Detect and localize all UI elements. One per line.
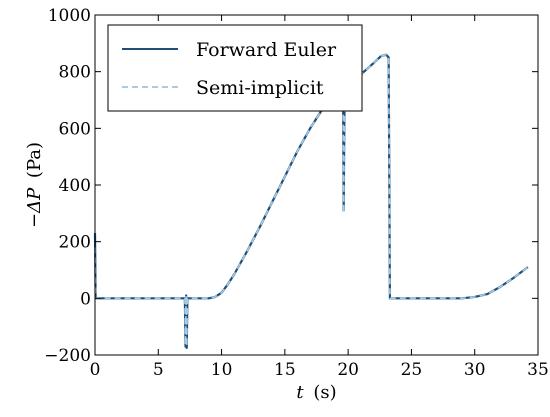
x-tick-label: 10 (211, 360, 233, 380)
y-axis-label: −ΔP (Pa) (24, 142, 45, 228)
x-tick-label: 35 (527, 360, 549, 380)
x-tick-label: 25 (401, 360, 423, 380)
x-axis-label: t (s) (296, 382, 336, 403)
x-tick-label: 0 (90, 360, 101, 380)
y-tick-label: 600 (59, 119, 91, 139)
legend: Forward Euler Semi-implicit (107, 24, 363, 112)
legend-label-forward-euler: Forward Euler (196, 39, 337, 61)
x-tick-label: 15 (274, 360, 296, 380)
y-tick-label: 200 (59, 233, 91, 253)
x-tick-label: 30 (464, 360, 486, 380)
y-tick-label: 0 (80, 289, 91, 309)
legend-box (107, 24, 363, 112)
y-tick-label: 1000 (48, 6, 91, 26)
series-line-semi-implicit (94, 53, 529, 348)
x-tick-label: 20 (337, 360, 359, 380)
y-tick-label: 400 (59, 176, 91, 196)
y-tick-label: −200 (44, 346, 91, 366)
x-tick-label: 5 (153, 360, 164, 380)
y-tick-label: 800 (59, 63, 91, 83)
legend-label-semi-implicit: Semi-implicit (196, 77, 324, 99)
